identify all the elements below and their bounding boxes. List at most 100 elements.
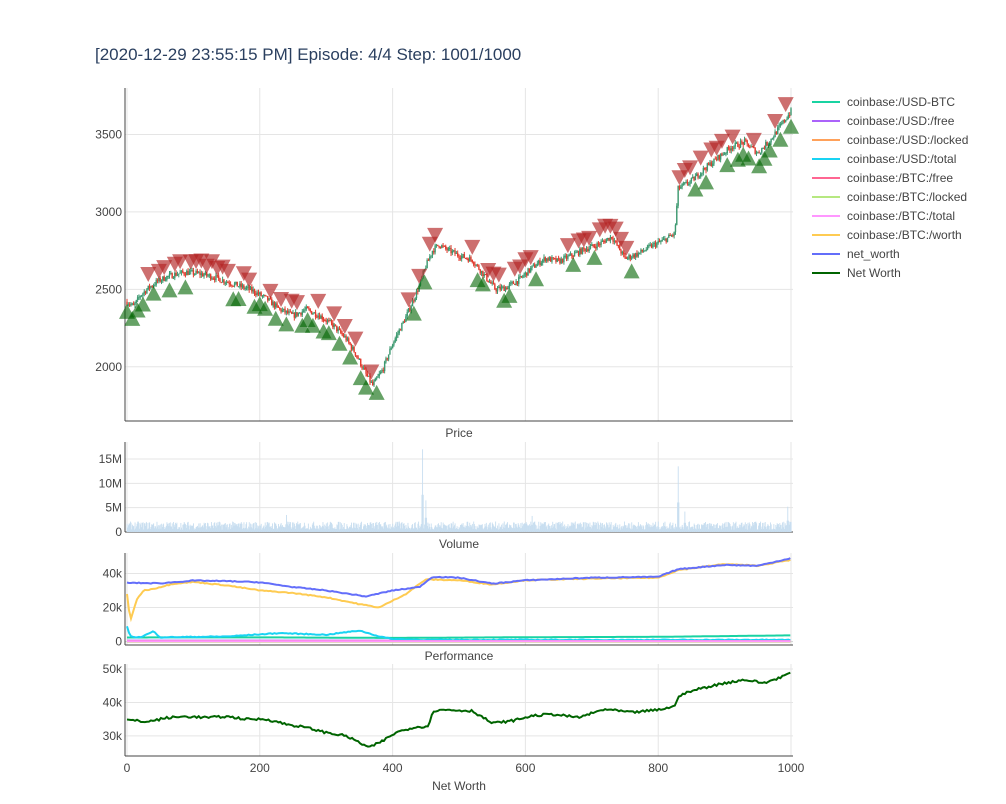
- volume-bar: [420, 524, 422, 532]
- volume-bar: [585, 527, 587, 532]
- volume-bar: [603, 524, 605, 532]
- candle-body: [771, 138, 774, 140]
- candle-body: [537, 260, 540, 264]
- volume-bar: [671, 525, 673, 532]
- volume-bar: [466, 521, 468, 532]
- volume-bar: [165, 525, 167, 532]
- volume-bar: [525, 522, 527, 532]
- volume-bar: [610, 524, 611, 532]
- volume-bar: [644, 529, 646, 532]
- candle-body: [288, 311, 290, 314]
- candle-body: [127, 304, 130, 306]
- candle-body: [482, 270, 484, 277]
- volume-bar: [619, 524, 621, 532]
- legend[interactable]: coinbase:/USD-BTC coinbase:/USD:/free coin…: [812, 95, 968, 280]
- candle-body: [179, 272, 181, 274]
- volume-bar: [508, 527, 510, 532]
- volume-bar: [774, 529, 776, 532]
- volume-bar: [211, 525, 213, 532]
- volume-bar: [764, 522, 766, 532]
- volume-bar: [193, 523, 194, 532]
- legend-item[interactable]: coinbase:/BTC:/worth: [812, 228, 962, 242]
- sell-marker: [777, 97, 794, 113]
- volume-bar: [476, 526, 478, 532]
- legend-item[interactable]: coinbase:/USD:/total: [812, 152, 956, 166]
- candle-body: [522, 276, 524, 278]
- volume-bar: [463, 527, 465, 532]
- candle-body: [139, 296, 141, 298]
- volume-bar: [602, 523, 603, 532]
- volume-bar: [195, 529, 196, 532]
- legend-item[interactable]: coinbase:/USD:/locked: [812, 133, 968, 147]
- volume-bar: [407, 522, 409, 532]
- candle-body: [135, 300, 137, 304]
- volume-bar: [286, 524, 288, 532]
- volume-bar: [493, 525, 495, 532]
- candle-body: [648, 245, 650, 247]
- volume-bar: [189, 529, 190, 532]
- candle-body: [536, 263, 539, 267]
- volume-bar: [226, 524, 228, 532]
- volume-bar: [629, 523, 631, 532]
- volume-bar: [673, 528, 675, 532]
- legend-item[interactable]: coinbase:/BTC:/locked: [812, 190, 967, 204]
- sell-marker: [745, 132, 762, 148]
- volume-bar: [725, 521, 727, 532]
- volume-bar: [479, 525, 481, 532]
- volume-bar: [509, 524, 511, 532]
- volume-bar: [613, 526, 615, 532]
- buy-marker: [145, 285, 162, 301]
- volume-bar: [278, 527, 280, 532]
- volume-bar: [782, 527, 784, 532]
- volume-bar: [639, 524, 641, 532]
- volume-bar: [522, 526, 524, 532]
- volume-bar: [582, 522, 584, 532]
- volume-bar: [234, 523, 236, 532]
- legend-item[interactable]: coinbase:/BTC:/free: [812, 171, 953, 185]
- legend-item[interactable]: net_worth: [812, 247, 900, 261]
- volume-bar: [766, 528, 767, 532]
- volume-bar: [127, 527, 129, 532]
- sell-marker: [522, 250, 539, 266]
- volume-bar: [565, 526, 567, 532]
- volume-bar: [593, 522, 595, 532]
- volume-bar: [784, 529, 785, 532]
- legend-item[interactable]: coinbase:/USD-BTC: [812, 95, 955, 109]
- candle-body: [487, 280, 489, 283]
- volume-bar: [159, 524, 161, 532]
- volume-bar: [588, 524, 590, 532]
- candle-body: [244, 288, 246, 290]
- volume-bar: [553, 523, 555, 532]
- candle-body: [742, 142, 744, 145]
- volume-bar: [313, 521, 315, 532]
- volume-bar: [785, 525, 787, 532]
- candle-body: [464, 257, 467, 259]
- volume-bar: [305, 528, 307, 532]
- volume-bar: [131, 529, 133, 532]
- candle-body: [540, 262, 543, 265]
- volume-bar: [337, 525, 339, 532]
- candle-body: [625, 257, 628, 259]
- candle-body: [754, 147, 756, 154]
- volume-bar: [452, 521, 454, 532]
- legend-item[interactable]: coinbase:/USD:/free: [812, 114, 955, 128]
- candle-body: [260, 292, 262, 296]
- legend-item[interactable]: coinbase:/BTC:/total: [812, 209, 955, 223]
- candle-body: [325, 320, 327, 322]
- volume-bar: [317, 528, 319, 532]
- volume-bar: [266, 525, 267, 532]
- candle-body: [340, 329, 342, 333]
- volume-bar: [423, 528, 425, 532]
- volume-bar: [396, 522, 398, 532]
- candle-body: [557, 258, 560, 260]
- volume-bar: [748, 522, 750, 532]
- legend-item[interactable]: Net Worth: [812, 266, 901, 280]
- volume-bar: [420, 527, 422, 532]
- volume-bar: [132, 526, 134, 532]
- buy-marker: [565, 256, 582, 272]
- volume-bar: [405, 524, 407, 532]
- candle-body: [172, 277, 175, 279]
- volume-bar: [692, 527, 694, 532]
- volume-bar: [716, 523, 718, 532]
